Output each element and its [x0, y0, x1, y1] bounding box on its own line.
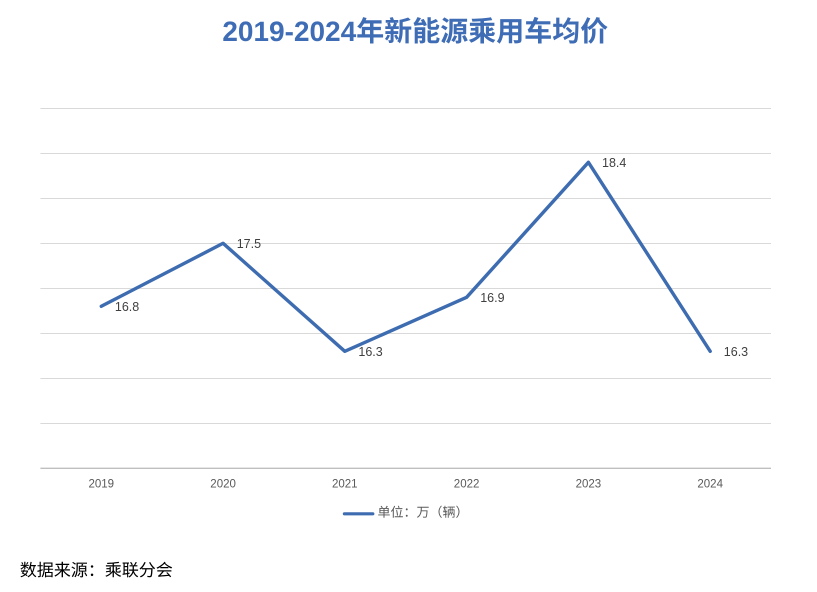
- svg-text:2020: 2020: [210, 479, 236, 491]
- svg-text:2024: 2024: [697, 479, 723, 491]
- svg-text:2021: 2021: [332, 479, 358, 491]
- svg-text:16.9: 16.9: [480, 291, 504, 305]
- svg-text:16.3: 16.3: [724, 345, 748, 359]
- svg-text:18.4: 18.4: [602, 156, 626, 170]
- svg-text:17.5: 17.5: [237, 237, 261, 251]
- svg-text:2022: 2022: [454, 479, 480, 491]
- svg-text:16.3: 16.3: [358, 345, 382, 359]
- svg-text:2023: 2023: [576, 479, 602, 491]
- svg-text:16.8: 16.8: [115, 300, 139, 314]
- svg-text:2019: 2019: [89, 479, 115, 491]
